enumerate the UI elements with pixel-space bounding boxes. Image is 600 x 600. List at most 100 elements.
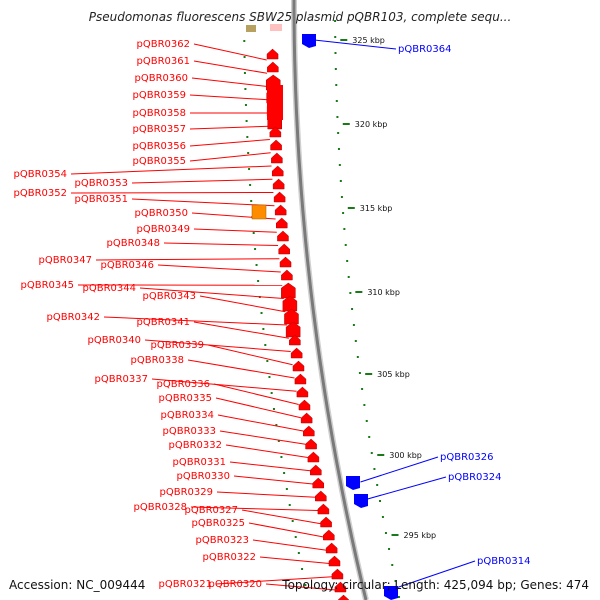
forward-gene-arrow xyxy=(298,399,311,411)
guide-dot-1 xyxy=(338,164,341,166)
forward-gene-arrow xyxy=(276,217,288,229)
gene-leader-line xyxy=(216,491,316,498)
forward-gene-arrow xyxy=(310,464,322,476)
scale-label: 320 kbp xyxy=(355,120,388,129)
gene-label-pQBR0337: pQBR0337 xyxy=(95,374,148,385)
guide-dot-0 xyxy=(252,232,255,234)
forward-gene-arrow xyxy=(267,61,279,73)
guide-dot-1 xyxy=(335,84,338,86)
gene-leader-line xyxy=(139,287,284,299)
forward-gene-arrow xyxy=(271,152,283,164)
gene-leader-line xyxy=(217,414,304,432)
guide-dot-0 xyxy=(243,56,246,58)
forward-gene-arrow xyxy=(325,542,338,554)
feature-marker xyxy=(246,25,256,32)
gene-leader-line xyxy=(189,152,271,162)
gene-label-pQBR0356: pQBR0356 xyxy=(133,141,186,152)
forward-gene-arrow xyxy=(305,438,317,450)
gene-leader-line xyxy=(190,506,319,511)
forward-gene-arrow xyxy=(317,503,330,515)
gene-leader-line xyxy=(144,339,291,352)
gene-leader-line xyxy=(215,397,302,419)
scale-label: 310 kbp xyxy=(367,288,400,297)
gene-label-pQBR0360: pQBR0360 xyxy=(135,73,188,84)
guide-dot-1 xyxy=(349,292,352,294)
scale-label: 315 kbp xyxy=(360,204,393,213)
guide-dot-0 xyxy=(246,136,249,138)
scale-label: 325 kbp xyxy=(352,36,385,45)
guide-dot-1 xyxy=(337,132,340,134)
gene-label-pQBR0352: pQBR0352 xyxy=(14,188,67,199)
gene-leader-line xyxy=(360,456,439,483)
gene-leader-line xyxy=(193,60,268,74)
guide-dot-0 xyxy=(260,312,263,314)
gene-label-pQBR0342: pQBR0342 xyxy=(47,312,100,323)
forward-gene-arrow xyxy=(300,412,313,424)
gene-label-pQBR0330: pQBR0330 xyxy=(177,471,230,482)
reverse-gene-arrow xyxy=(354,494,368,508)
accession-text: Accession: NC_009444 xyxy=(9,578,146,592)
gene-leader-line xyxy=(189,125,270,130)
gene-leader-line xyxy=(233,475,313,485)
gene-leader-line xyxy=(95,258,280,261)
forward-gene-arrow xyxy=(285,321,301,338)
gene-leader-line xyxy=(193,321,289,339)
guide-dot-1 xyxy=(342,212,345,214)
gene-leader-line xyxy=(163,242,279,246)
forward-gene-arrow xyxy=(279,256,292,268)
reverse-gene-arrow xyxy=(302,34,316,48)
guide-dot-0 xyxy=(291,520,294,522)
guide-dot-1 xyxy=(352,324,355,326)
gene-leader-line xyxy=(70,192,274,194)
forward-gene-arrow xyxy=(281,282,296,299)
forward-gene-arrow xyxy=(328,555,341,567)
forward-gene-arrow xyxy=(320,516,332,528)
gene-leader-line xyxy=(193,43,267,61)
gene-leader-line xyxy=(252,539,327,551)
gene-label-pQBR0332: pQBR0332 xyxy=(169,440,222,451)
gene-leader-line xyxy=(199,295,286,313)
guide-dot-1 xyxy=(334,20,337,22)
guide-dot-0 xyxy=(247,152,250,154)
map-title: Pseudomonas fluorescens SBW25 plasmid pQ… xyxy=(88,10,512,24)
gene-leader-line xyxy=(229,461,311,472)
gene-label-pQBR0341: pQBR0341 xyxy=(137,317,190,328)
gene-label-pQBR0344: pQBR0344 xyxy=(83,283,136,294)
forward-gene-arrow xyxy=(296,386,309,398)
guide-dot-1 xyxy=(336,116,339,118)
guide-dot-1 xyxy=(361,388,364,390)
guide-dot-0 xyxy=(280,456,283,458)
gene-label-pQBR0340: pQBR0340 xyxy=(88,335,141,346)
gene-leader-line xyxy=(103,316,288,326)
guide-dot-1 xyxy=(365,420,368,422)
guide-dot-0 xyxy=(245,120,248,122)
scale-label: 295 kbp xyxy=(404,531,437,540)
guide-dot-0 xyxy=(249,184,252,186)
forward-gene-arrow xyxy=(289,334,301,346)
forward-gene-arrow xyxy=(266,48,279,60)
gene-label-pQBR0324: pQBR0324 xyxy=(448,472,501,483)
guide-dot-1 xyxy=(397,596,400,598)
gene-label-pQBR0353: pQBR0353 xyxy=(75,178,128,189)
forward-gene-arrow xyxy=(281,269,293,281)
guide-dot-1 xyxy=(337,148,340,150)
forward-gene-arrow xyxy=(290,347,303,359)
gene-label-pQBR0329: pQBR0329 xyxy=(160,487,213,498)
guide-dot-0 xyxy=(304,584,307,586)
guide-dot-1 xyxy=(344,244,347,246)
guide-dot-0 xyxy=(255,264,258,266)
forward-gene-arrow xyxy=(272,178,285,190)
guide-dot-0 xyxy=(257,280,260,282)
guide-dot-1 xyxy=(381,516,384,518)
gene-leader-line xyxy=(248,522,324,538)
guide-dot-0 xyxy=(275,424,278,426)
forward-gene-arrow xyxy=(270,139,282,151)
guide-dot-0 xyxy=(243,72,246,74)
guide-dot-1 xyxy=(394,580,397,582)
gene-label-pQBR0322: pQBR0322 xyxy=(203,552,256,563)
gene-label-pQBR0327: pQBR0327 xyxy=(185,505,238,516)
scale-label: 300 kbp xyxy=(389,451,422,460)
guide-dot-0 xyxy=(285,488,288,490)
gene-leader-line xyxy=(363,476,447,501)
